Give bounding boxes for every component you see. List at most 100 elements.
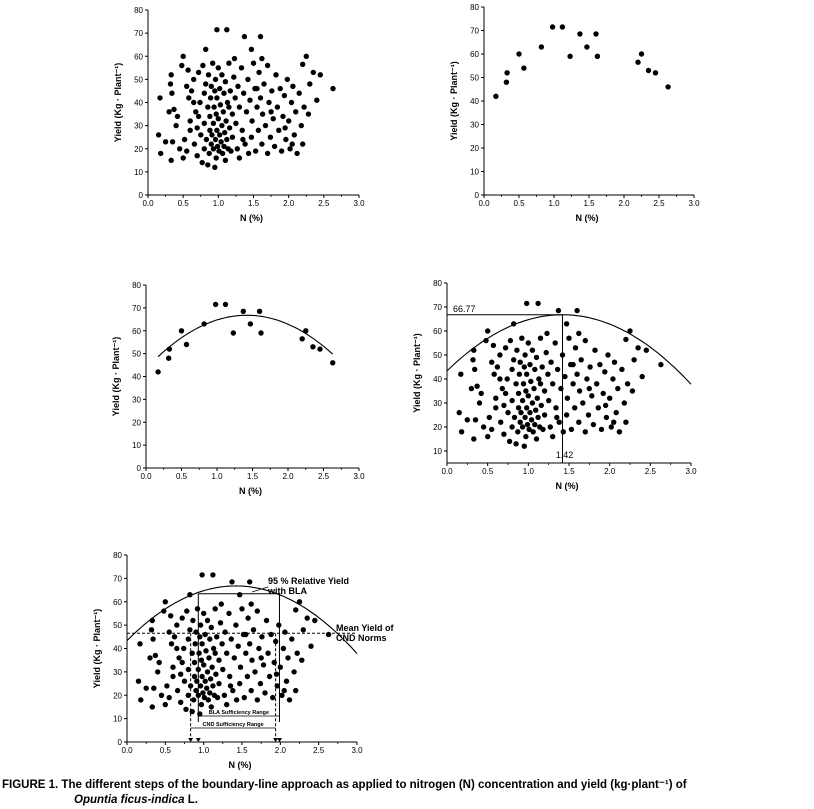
data-point — [563, 412, 570, 418]
data-point — [198, 701, 205, 708]
mean-yield-label-2: CND Norms — [336, 633, 387, 643]
data-point — [197, 683, 204, 689]
data-point — [564, 395, 571, 401]
data-point — [162, 599, 168, 605]
data-point — [166, 355, 172, 361]
data-point — [196, 650, 202, 656]
data-point — [181, 645, 187, 652]
bla-range-label: BLA Sufficiency Range — [209, 710, 269, 716]
data-point — [293, 687, 299, 694]
x-tick-label: 3.0 — [685, 467, 697, 476]
data-point — [639, 373, 645, 380]
data-point — [236, 155, 243, 161]
data-point — [471, 347, 477, 353]
data-point — [570, 381, 576, 387]
data-point — [176, 655, 182, 661]
data-point — [193, 687, 199, 694]
data-point — [210, 60, 216, 66]
data-point — [543, 349, 549, 356]
data-point — [645, 67, 652, 74]
data-point — [511, 321, 517, 327]
data-point — [631, 357, 637, 363]
data-point — [549, 24, 556, 30]
data-point — [226, 104, 232, 110]
data-point — [148, 627, 155, 633]
data-point — [229, 134, 236, 140]
data-point — [135, 678, 142, 684]
data-point — [173, 122, 179, 129]
range-arrowhead — [276, 738, 282, 742]
caption-species: Opuntia ficus-indica — [74, 794, 185, 806]
data-point — [254, 85, 260, 92]
data-point — [254, 697, 260, 703]
data-point — [525, 340, 531, 346]
data-point — [305, 111, 312, 117]
data-point — [586, 385, 592, 392]
data-point — [213, 671, 219, 677]
relative-yield-label-1: 95 % Relative Yield — [268, 576, 349, 586]
data-point — [237, 664, 244, 670]
data-point — [206, 150, 212, 157]
data-point — [517, 419, 523, 425]
data-point — [522, 414, 528, 421]
data-point — [519, 397, 526, 404]
data-point — [493, 395, 499, 401]
data-point — [521, 364, 527, 370]
data-point — [515, 429, 521, 435]
data-point — [621, 400, 627, 406]
data-point — [310, 69, 316, 76]
data-point — [577, 31, 583, 37]
data-point — [523, 433, 529, 440]
data-point — [169, 90, 175, 96]
data-point — [212, 606, 218, 612]
data-point — [187, 118, 193, 124]
data-point — [619, 366, 625, 373]
data-point — [199, 673, 205, 680]
data-point — [497, 376, 503, 382]
data-point — [191, 76, 197, 83]
data-point — [498, 419, 504, 425]
data-point — [665, 84, 671, 90]
data-point — [572, 405, 578, 411]
x-axis-label: N (%) — [556, 481, 579, 491]
data-point — [181, 136, 188, 143]
data-point — [168, 157, 174, 163]
data-point — [187, 592, 193, 598]
data-point — [180, 155, 186, 161]
data-point — [183, 341, 190, 348]
data-point — [554, 414, 560, 421]
data-point — [310, 344, 316, 350]
data-point — [204, 669, 211, 675]
data-point — [499, 385, 505, 392]
x-axis-label: N (%) — [240, 213, 263, 223]
data-point — [193, 109, 199, 115]
data-point — [200, 690, 206, 696]
x-axis-label: N (%) — [239, 486, 262, 496]
x-tick-label: 2.5 — [318, 472, 330, 481]
data-point — [258, 330, 264, 336]
data-point — [585, 412, 592, 418]
data-point — [195, 69, 202, 76]
data-point — [592, 347, 598, 353]
data-point — [247, 579, 253, 585]
data-point — [578, 357, 584, 363]
y-tick-label: 70 — [134, 29, 143, 38]
data-point — [284, 76, 290, 83]
data-point — [164, 683, 170, 689]
data-point — [291, 669, 297, 675]
data-point — [535, 300, 541, 307]
data-point — [186, 95, 192, 101]
data-point — [566, 335, 572, 341]
data-point — [276, 127, 282, 133]
chart-d: 0.0 0.5 1.0 1.5 2.0 2.5 3.0 10 20 30 40 50 60 70 80 N (… — [412, 279, 697, 491]
data-point — [504, 376, 510, 382]
data-point — [548, 359, 554, 365]
data-point — [178, 699, 184, 705]
y-tick-label: 20 — [433, 423, 442, 432]
data-point — [205, 104, 211, 110]
data-point — [594, 381, 600, 387]
data-point — [212, 136, 219, 143]
data-point — [273, 671, 280, 677]
data-point — [503, 79, 510, 85]
data-point — [207, 127, 213, 133]
